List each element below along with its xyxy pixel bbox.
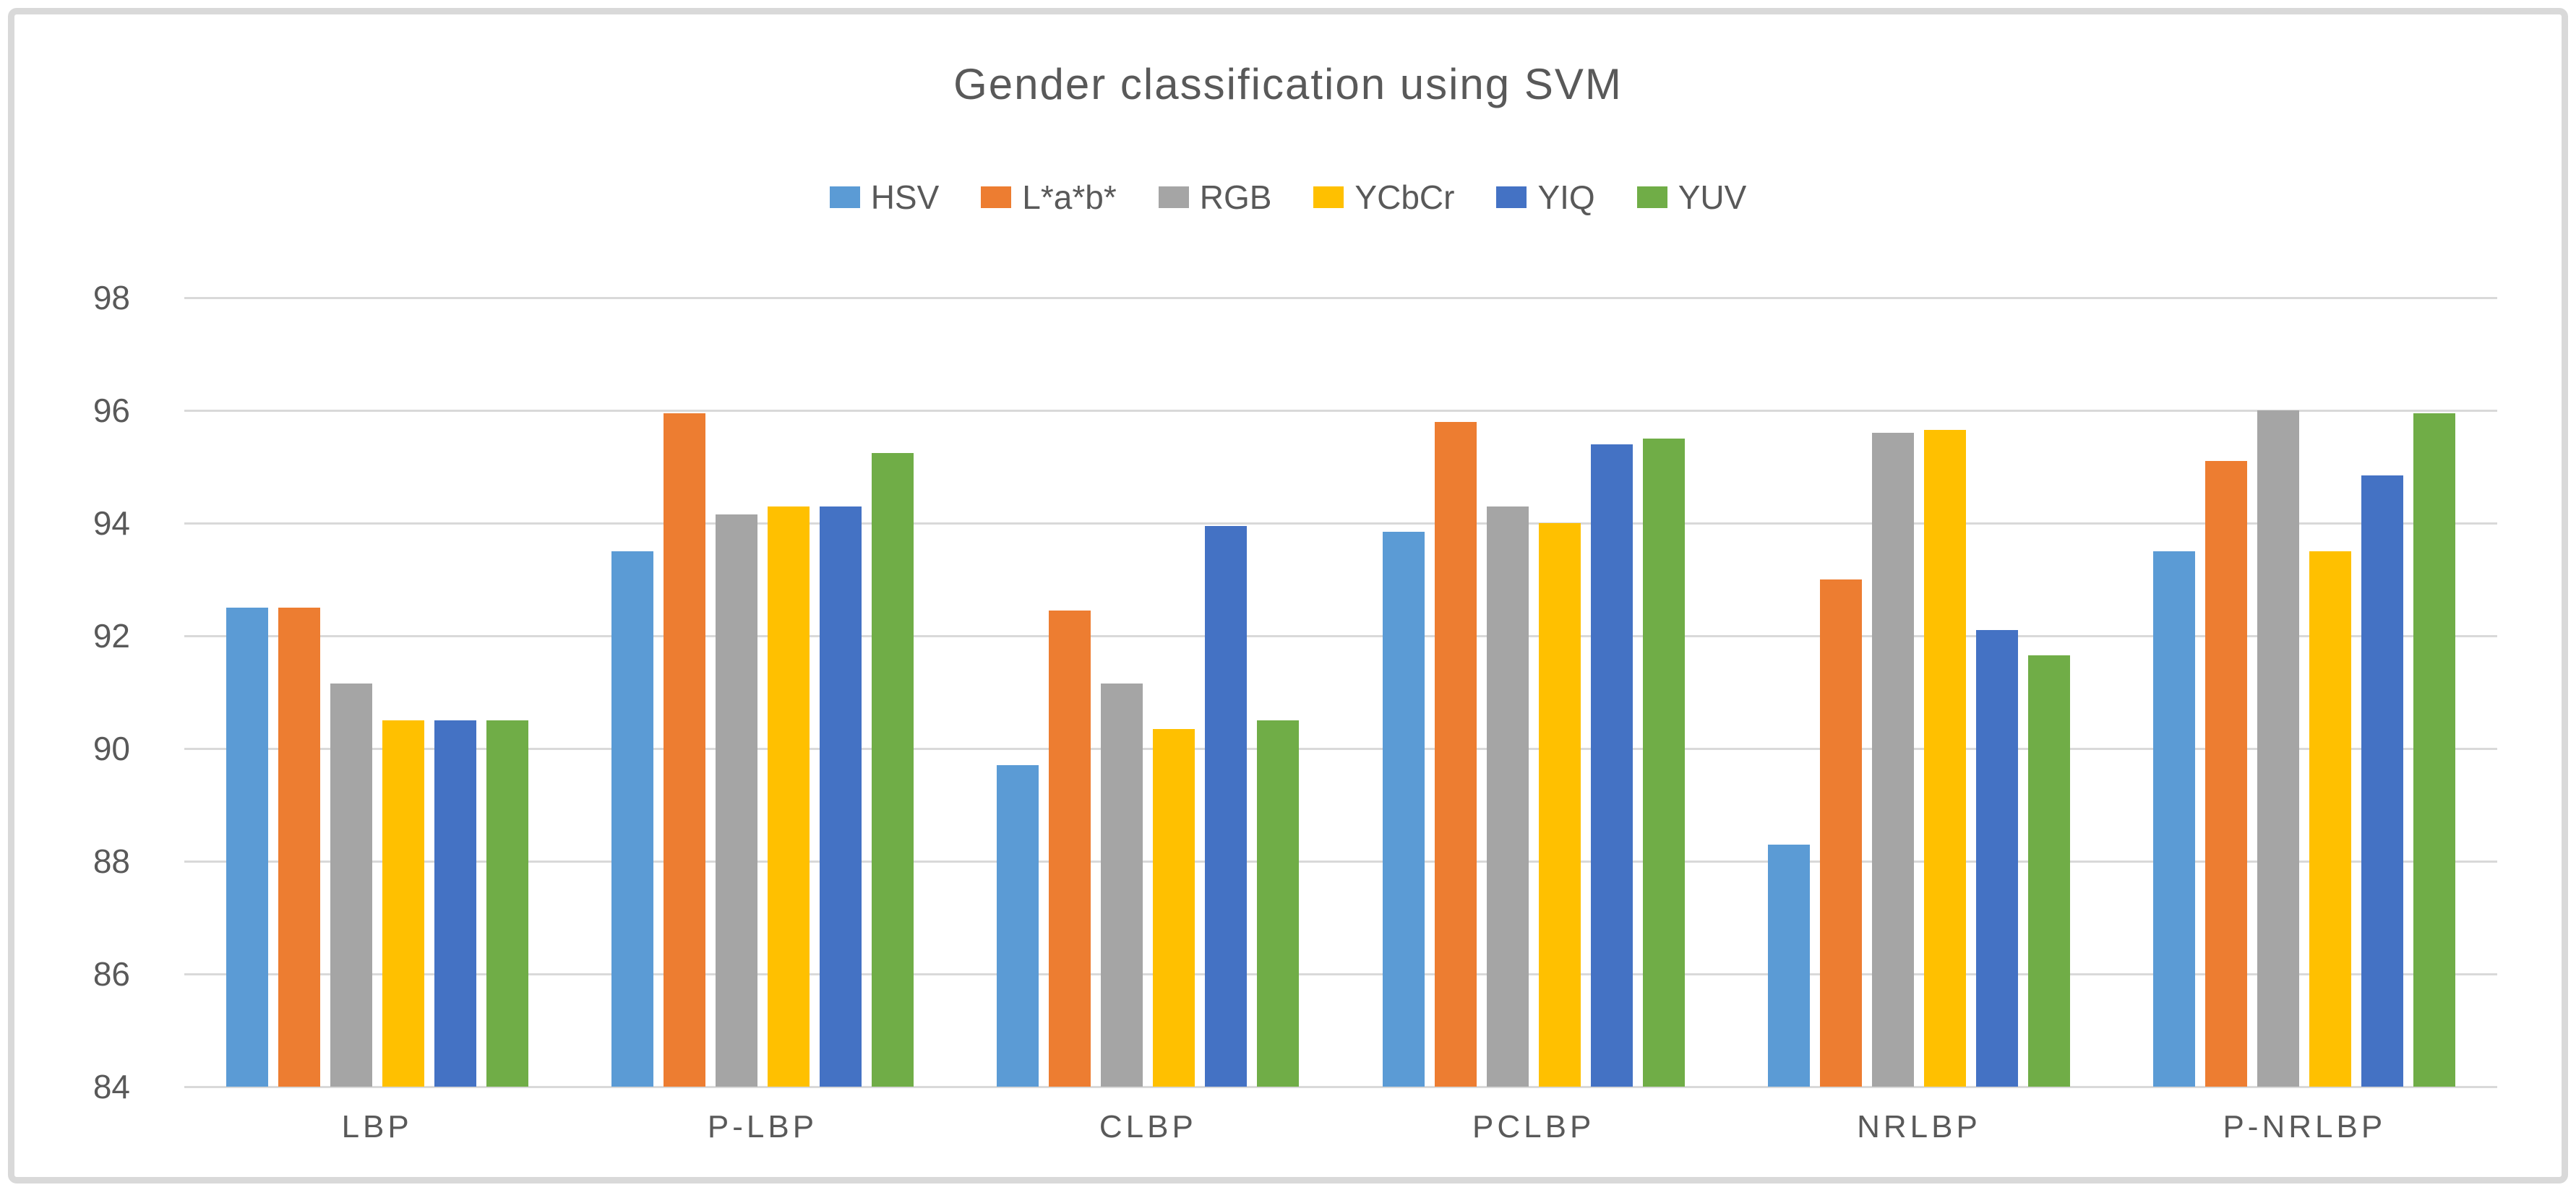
legend-label: YCbCr <box>1354 178 1455 216</box>
gridline-90 <box>184 748 2497 750</box>
bar-yiq-plbp <box>819 506 862 1087</box>
x-axis-category-label-nrlbp: NRLBP <box>1857 1109 1981 1144</box>
gridline-88 <box>184 861 2497 863</box>
y-axis-tick-label: 86 <box>93 955 130 993</box>
bar-lab-pnrlbp <box>2205 461 2248 1087</box>
y-axis-tick-label: 88 <box>93 842 130 880</box>
y-axis-tick-label: 98 <box>93 279 130 316</box>
x-axis-category-label-pnrlbp: P-NRLBP <box>2223 1109 2387 1144</box>
gridline-96 <box>184 410 2497 412</box>
bar-yiq-pnrlbp <box>2361 475 2404 1087</box>
y-axis-tick-label: 96 <box>93 392 130 429</box>
chart-frame: Gender classification using SVM HSV L*a*b… <box>8 8 2568 1183</box>
bar-rgb-lbp <box>330 684 372 1087</box>
bar-ycbcr-lbp <box>382 720 424 1087</box>
bar-group-nrlbp <box>1726 298 2111 1087</box>
legend-item-lab: L*a*b* <box>981 178 1117 217</box>
legend-item-yuv: YUV <box>1636 178 1747 217</box>
x-axis-category-label-lbp: LBP <box>341 1109 413 1144</box>
bar-lab-plbp <box>663 413 705 1087</box>
legend-label: HSV <box>870 178 940 216</box>
bar-ycbcr-clbp <box>1153 728 1195 1087</box>
bar-lab-clbp <box>1049 610 1091 1087</box>
y-axis-tick-label: 92 <box>93 617 130 655</box>
bar-rgb-plbp <box>715 514 757 1087</box>
legend-swatch-rgb <box>1158 186 1189 208</box>
legend-swatch-hsv <box>829 186 860 208</box>
legend-label: RGB <box>1199 178 1272 216</box>
legend-swatch-yuv <box>1636 186 1667 208</box>
legend-item-yiq: YIQ <box>1496 178 1595 217</box>
legend-swatch-lab <box>981 186 1012 208</box>
bar-yiq-lbp <box>434 720 476 1087</box>
bar-yuv-lbp <box>486 720 528 1087</box>
bar-yiq-nrlbp <box>1975 630 2018 1087</box>
bar-group-pnrlbp <box>2112 298 2497 1087</box>
legend-item-ycbcr: YCbCr <box>1313 178 1454 217</box>
bar-yuv-nrlbp <box>2027 655 2070 1087</box>
legend-swatch-yiq <box>1496 186 1527 208</box>
bar-yuv-clbp <box>1257 720 1300 1087</box>
gridline-84 <box>184 1086 2497 1088</box>
bar-hsv-pclbp <box>1382 531 1425 1087</box>
y-axis-tick-label: 84 <box>93 1068 130 1105</box>
legend-label: L*a*b* <box>1022 178 1117 216</box>
legend-label: YIQ <box>1537 178 1595 216</box>
bar-group-pclbp <box>1341 298 1726 1087</box>
bar-yuv-pnrlbp <box>2413 413 2456 1087</box>
legend-item-hsv: HSV <box>829 178 940 217</box>
bar-rgb-nrlbp <box>1871 433 1914 1087</box>
bar-yiq-clbp <box>1205 525 1248 1087</box>
bar-yuv-pclbp <box>1642 439 1685 1087</box>
bar-hsv-clbp <box>997 765 1039 1087</box>
bar-rgb-clbp <box>1101 684 1143 1087</box>
y-axis-tick-label: 94 <box>93 504 130 542</box>
legend-swatch-ycbcr <box>1313 186 1344 208</box>
legend-label: YUV <box>1678 178 1747 216</box>
bar-hsv-nrlbp <box>1767 844 1810 1087</box>
bar-lab-nrlbp <box>1819 579 1862 1087</box>
x-axis-category-label-plbp: P-LBP <box>707 1109 818 1144</box>
bar-yuv-plbp <box>871 452 914 1087</box>
bar-rgb-pnrlbp <box>2257 410 2300 1087</box>
plot-area <box>184 297 2497 1088</box>
y-axis-tick-label: 90 <box>93 730 130 767</box>
legend-item-rgb: RGB <box>1158 178 1272 217</box>
bar-ycbcr-pnrlbp <box>2309 551 2352 1087</box>
bar-ycbcr-pclbp <box>1538 523 1581 1087</box>
bar-lab-pclbp <box>1434 421 1477 1087</box>
gridline-92 <box>184 635 2497 637</box>
x-axis-category-label-clbp: CLBP <box>1099 1109 1197 1144</box>
bar-hsv-pnrlbp <box>2153 551 2196 1087</box>
bar-rgb-pclbp <box>1486 506 1529 1087</box>
gridline-94 <box>184 522 2497 525</box>
bar-ycbcr-nrlbp <box>1923 430 1966 1087</box>
gridline-86 <box>184 973 2497 975</box>
gridline-98 <box>184 297 2497 299</box>
bar-ycbcr-plbp <box>767 506 810 1087</box>
chart-title: Gender classification using SVM <box>953 60 1623 108</box>
bar-hsv-plbp <box>611 551 653 1087</box>
legend: HSV L*a*b* RGB YCbCr YIQ YUV <box>14 178 2562 217</box>
bar-yiq-pclbp <box>1590 444 1633 1087</box>
bar-group-plbp <box>570 298 955 1087</box>
bar-group-lbp <box>184 298 570 1087</box>
bar-hsv-lbp <box>226 608 268 1087</box>
bar-group-clbp <box>956 298 1341 1087</box>
x-axis-category-label-pclbp: PCLBP <box>1472 1109 1595 1144</box>
bar-lab-lbp <box>278 608 320 1087</box>
